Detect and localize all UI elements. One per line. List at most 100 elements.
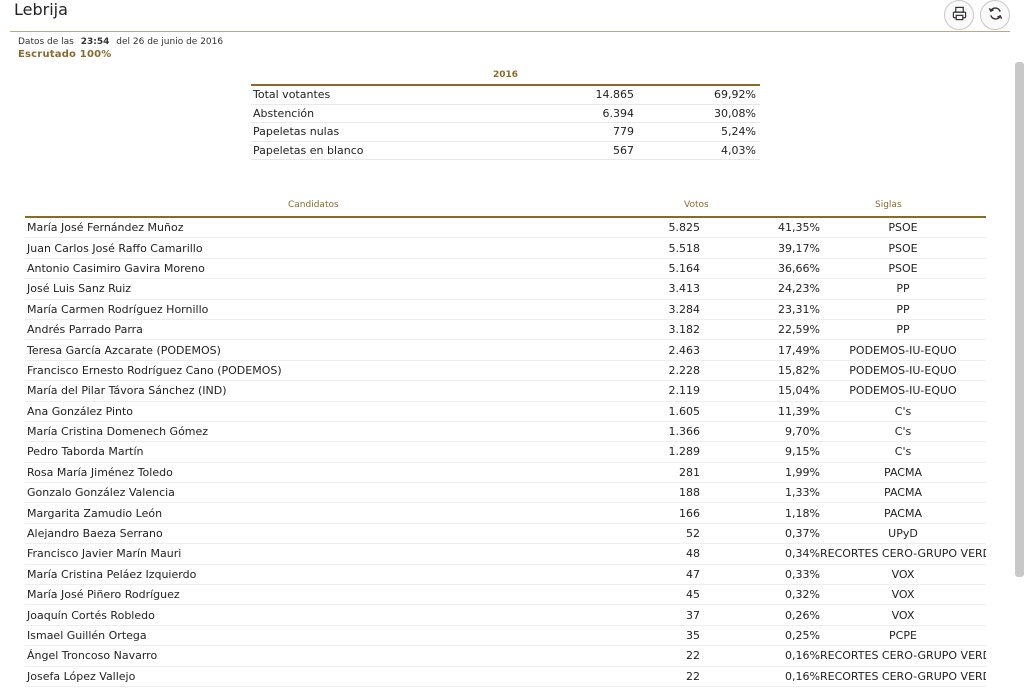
candidate-party: RECORTES CERO-GRUPO VERDE: [820, 666, 986, 687]
candidate-votes: 5.825: [587, 218, 700, 239]
candidate-name: Ana González Pinto: [25, 401, 587, 422]
candidate-percent: 23,31%: [700, 299, 820, 320]
candidate-name: Margarita Zamudio León: [25, 502, 587, 524]
candidate-name: Antonio Casimiro Gavira Moreno: [25, 258, 587, 280]
candidate-party: PACMA: [820, 462, 986, 484]
candidates-table: María José Fernández Muñoz 5.825 41,35% PSO…: [25, 218, 986, 687]
candidate-name: Ismael Guillén Ortega: [25, 625, 587, 647]
candidate-name: María Cristina Domenech Gómez: [25, 421, 587, 443]
candidate-party: UPyD: [820, 523, 986, 545]
candidate-percent: 9,70%: [700, 421, 820, 443]
candidate-party: PP: [820, 319, 986, 341]
summary-year: 2016: [492, 70, 519, 80]
summary-table: Total votantes 14.865 69,92% Abstención 6.39…: [251, 86, 760, 160]
data-timestamp: Datos de las 23:54 del 26 de junio de 20…: [18, 37, 223, 47]
summary-divider: [251, 84, 760, 86]
candidate-party: VOX: [820, 564, 986, 586]
candidate-row: Josefa López Vallejo 22 0,16% RECORTES CERO…: [25, 666, 986, 687]
candidate-percent: 0,16%: [700, 645, 820, 667]
candidate-votes: 166: [587, 502, 700, 524]
candidate-row: Antonio Casimiro Gavira Moreno 5.164 36,66…: [25, 258, 986, 280]
candidate-votes: 22: [587, 645, 700, 667]
candidate-name: Teresa García Azcarate (PODEMOS): [25, 339, 587, 361]
candidate-party: RECORTES CERO-GRUPO VERDE: [820, 645, 986, 667]
summary-label: Papeletas nulas: [251, 122, 507, 142]
candidate-votes: 2.228: [587, 360, 700, 382]
scrollbar-thumb[interactable]: [1015, 62, 1024, 577]
candidate-party: VOX: [820, 604, 986, 626]
candidate-name: María José Fernández Muñoz: [25, 218, 587, 239]
candidate-percent: 9,15%: [700, 441, 820, 463]
candidate-percent: 0,34%: [700, 543, 820, 565]
candidate-percent: 1,99%: [700, 462, 820, 484]
candidate-row: Margarita Zamudio León 166 1,18% PACMA: [25, 502, 986, 524]
summary-percent: 69,92%: [638, 86, 760, 105]
candidate-votes: 47: [587, 564, 700, 586]
candidate-party: C's: [820, 421, 986, 443]
candidate-votes: 281: [587, 462, 700, 484]
candidate-name: Gonzalo González Valencia: [25, 482, 587, 504]
candidate-party: PCPE: [820, 625, 986, 647]
candidate-name: Pedro Taborda Martín: [25, 441, 587, 463]
candidate-party: PACMA: [820, 482, 986, 504]
summary-value: 779: [507, 122, 638, 142]
candidate-votes: 48: [587, 543, 700, 565]
candidate-name: María José Piñero Rodríguez: [25, 584, 587, 606]
candidate-name: Francisco Javier Marín Mauri: [25, 543, 587, 565]
summary-label: Total votantes: [251, 86, 507, 105]
page-title: Lebrija: [14, 0, 68, 19]
candidate-name: Andrés Parrado Parra: [25, 319, 587, 341]
candidate-row: María del Pilar Távora Sánchez (IND) 2.11…: [25, 380, 986, 402]
candidate-row: María Cristina Domenech Gómez 1.366 9,70% C…: [25, 421, 986, 443]
candidate-party: C's: [820, 441, 986, 463]
candidate-votes: 2.463: [587, 339, 700, 361]
candidate-name: María del Pilar Távora Sánchez (IND): [25, 380, 587, 402]
candidate-percent: 22,59%: [700, 319, 820, 341]
candidate-row: Gonzalo González Valencia 188 1,33% PACMA: [25, 482, 986, 504]
candidate-votes: 35: [587, 625, 700, 647]
candidate-party: PSOE: [820, 237, 986, 259]
candidate-percent: 36,66%: [700, 258, 820, 280]
summary-percent: 30,08%: [638, 104, 760, 123]
candidate-party: PSOE: [820, 258, 986, 280]
candidate-party: VOX: [820, 584, 986, 606]
candidate-percent: 0,16%: [700, 666, 820, 687]
candidate-name: Alejandro Baeza Serrano: [25, 523, 587, 545]
candidate-votes: 45: [587, 584, 700, 606]
count-status: Escrutado 100%: [18, 49, 112, 60]
candidate-party: C's: [820, 401, 986, 422]
candidate-votes: 1.605: [587, 401, 700, 422]
refresh-button[interactable]: [980, 0, 1010, 30]
candidate-votes: 5.518: [587, 237, 700, 259]
candidate-row: Rosa María Jiménez Toledo 281 1,99% PACMA: [25, 462, 986, 484]
candidate-row: Ángel Troncoso Navarro 22 0,16% RECORTES CE…: [25, 645, 986, 667]
summary-row: Total votantes 14.865 69,92%: [251, 86, 760, 105]
candidate-party: PODEMOS-IU-EQUO: [820, 380, 986, 402]
header-divider: [10, 31, 1010, 32]
candidate-name: Francisco Ernesto Rodríguez Cano (PODEMO…: [25, 360, 587, 382]
candidate-percent: 0,37%: [700, 523, 820, 545]
summary-label: Abstención: [251, 104, 507, 123]
candidate-row: Teresa García Azcarate (PODEMOS) 2.463 17,…: [25, 339, 986, 361]
candidate-name: Josefa López Vallejo: [25, 666, 587, 687]
candidate-row: Joaquín Cortés Robledo 37 0,26% VOX: [25, 604, 986, 626]
candidate-name: María Carmen Rodríguez Hornillo: [25, 299, 587, 320]
candidate-party: PACMA: [820, 502, 986, 524]
candidate-name: Juan Carlos José Raffo Camarillo: [25, 237, 587, 259]
candidate-votes: 22: [587, 666, 700, 687]
candidate-party: PODEMOS-IU-EQUO: [820, 339, 986, 361]
candidate-row: Juan Carlos José Raffo Camarillo 5.518 39,…: [25, 237, 986, 259]
candidate-votes: 188: [587, 482, 700, 504]
summary-row: Papeletas en blanco 567 4,03%: [251, 141, 760, 160]
candidate-name: Rosa María Jiménez Toledo: [25, 462, 587, 484]
candidate-votes: 3.413: [587, 278, 700, 300]
candidate-name: Ángel Troncoso Navarro: [25, 645, 587, 667]
candidate-percent: 1,33%: [700, 482, 820, 504]
candidate-percent: 0,26%: [700, 604, 820, 626]
candidate-percent: 15,04%: [700, 380, 820, 402]
candidate-percent: 24,23%: [700, 278, 820, 300]
candidate-percent: 41,35%: [700, 218, 820, 239]
candidate-party: PP: [820, 299, 986, 320]
print-button[interactable]: [944, 0, 974, 30]
candidate-party: PSOE: [820, 218, 986, 239]
